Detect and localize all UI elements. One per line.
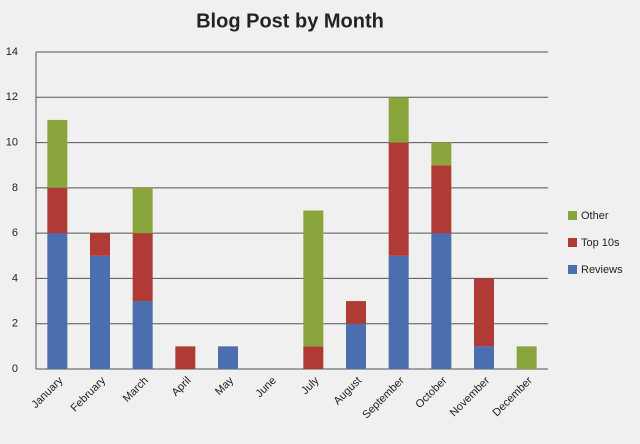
legend-swatch <box>568 238 577 247</box>
bar-segment <box>516 346 537 369</box>
bar-segment <box>388 142 409 256</box>
bar-segment <box>90 255 110 369</box>
y-tick-label: 14 <box>6 46 18 58</box>
bar-segment <box>388 255 409 369</box>
y-tick-label: 4 <box>12 272 18 284</box>
bar-segment <box>431 142 452 166</box>
bar-segment <box>90 233 110 256</box>
legend-label: Top 10s <box>581 237 620 249</box>
y-tick-label: 0 <box>12 363 18 375</box>
bar-segment <box>132 233 153 302</box>
bar-segment <box>47 119 68 188</box>
bar-segment <box>346 323 366 369</box>
bar-segment <box>303 210 324 347</box>
bar-segment <box>388 97 409 143</box>
bar-segment <box>303 346 324 369</box>
bar-segment <box>132 301 153 369</box>
bar-segment <box>431 233 452 369</box>
bar-segment <box>175 346 196 369</box>
y-tick-label: 12 <box>6 91 18 103</box>
y-tick-label: 10 <box>6 136 18 148</box>
bar-segment <box>474 278 494 347</box>
legend-swatch <box>568 211 577 220</box>
legend-swatch <box>568 265 577 274</box>
y-tick-label: 8 <box>12 182 18 194</box>
bar-segment <box>47 187 68 234</box>
bar-segment <box>346 301 366 324</box>
bar-segment <box>47 233 68 369</box>
legend-label: Reviews <box>581 264 623 276</box>
bar-segment <box>474 346 494 369</box>
legend-label: Other <box>581 210 609 222</box>
y-tick-label: 6 <box>12 227 18 239</box>
bar-segment <box>431 165 452 234</box>
chart-title: Blog Post by Month <box>196 10 384 32</box>
bar-segment <box>132 187 153 234</box>
y-tick-label: 2 <box>12 318 18 330</box>
bar-segment <box>218 346 238 369</box>
